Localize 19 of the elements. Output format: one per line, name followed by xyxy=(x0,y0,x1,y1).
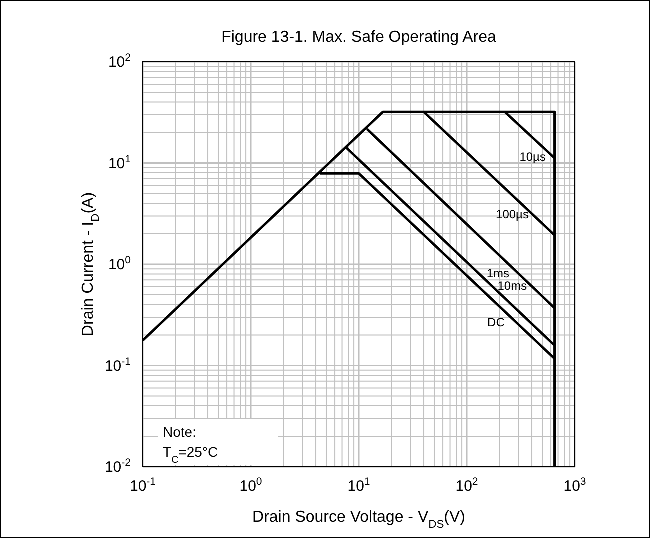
x-tick-label: 10$^{-1}$ xyxy=(130,476,156,495)
annotation: T$_{C}$=25°C xyxy=(163,444,218,466)
series-label: 10µs xyxy=(520,150,546,164)
x-tick-label: 10$^{0}$ xyxy=(240,476,262,495)
y-tick-label: 10$^{2}$ xyxy=(108,52,132,71)
x-axis-title: Drain Source Voltage - V$_{DS}$(V) xyxy=(252,509,466,531)
series-label: 1ms xyxy=(486,266,510,281)
series-label: 10ms xyxy=(498,279,528,294)
chart-title: Figure 13-1. Max. Safe Operating Area xyxy=(222,29,497,46)
series-label: 100µs xyxy=(496,208,529,222)
annotation: Note: xyxy=(163,424,196,440)
series-label: DC xyxy=(488,316,506,330)
x-tick-label: 10$^{3}$ xyxy=(564,476,586,495)
y-tick-label: 10$^{0}$ xyxy=(108,254,132,274)
y-tick-label: 10$^{-1}$ xyxy=(104,356,132,375)
x-tick-label: 10$^{1}$ xyxy=(348,476,370,495)
x-tick-label: 10$^{2}$ xyxy=(456,476,478,495)
y-tick-label: 10$^{-2}$ xyxy=(104,457,132,476)
y-tick-label: 10$^{1}$ xyxy=(108,153,132,172)
